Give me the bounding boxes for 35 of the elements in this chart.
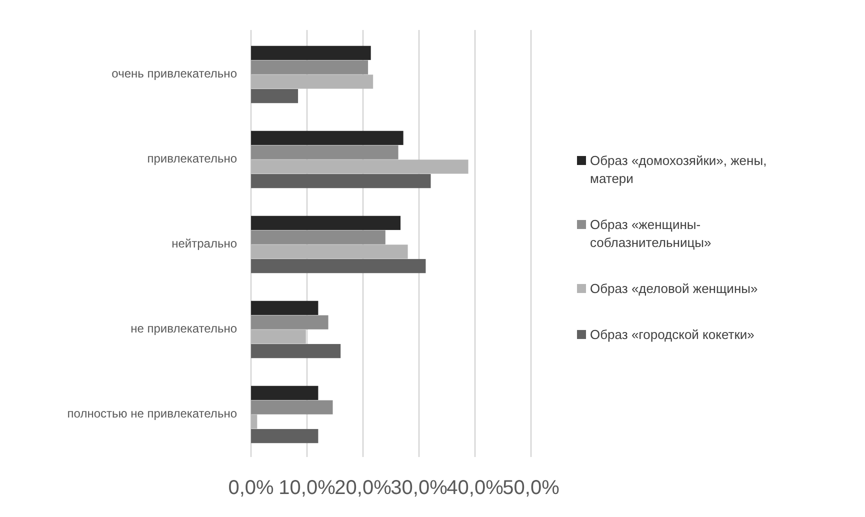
- bar: [251, 259, 426, 274]
- bar: [251, 315, 328, 330]
- bar: [251, 300, 318, 315]
- bar: [251, 145, 398, 160]
- bar: [251, 174, 431, 188]
- x-tick-label: 40,0%: [446, 477, 504, 499]
- bar: [251, 414, 258, 429]
- x-tick-label: 50,0%: [502, 477, 560, 499]
- y-tick-label: нейтрально: [172, 236, 238, 251]
- x-tick-label: 30,0%: [390, 477, 448, 499]
- legend-label: Образ «городской кокетки»: [590, 327, 754, 342]
- bar: [251, 386, 318, 400]
- bar: [251, 74, 374, 89]
- legend-label: Образ «деловой женщины»: [590, 281, 758, 296]
- bar: [251, 429, 318, 444]
- bar: [251, 89, 298, 104]
- y-tick-label: привлекательно: [147, 152, 238, 166]
- x-tick-label: 10,0%: [278, 477, 336, 499]
- legend-label: Образ «женщины-соблазнительницы»: [590, 217, 712, 250]
- bar: [251, 60, 368, 74]
- bar: [251, 230, 386, 244]
- bar: [251, 130, 404, 145]
- y-tick-label: очень привлекательно: [112, 66, 238, 81]
- x-tick-label: 0,0%: [228, 477, 274, 499]
- bar: [251, 400, 333, 414]
- bar: [251, 160, 468, 174]
- bar: [251, 46, 371, 60]
- y-tick-label: не привлекательно: [130, 322, 238, 336]
- bar: [251, 344, 341, 358]
- bar: [251, 244, 408, 259]
- y-tick-label: полностью не привлекательно: [67, 406, 238, 421]
- legend-label: Образ «домохозяйки», жены, матери: [590, 153, 767, 186]
- x-tick-label: 20,0%: [334, 477, 392, 499]
- bar: [251, 330, 306, 344]
- bar: [251, 216, 401, 230]
